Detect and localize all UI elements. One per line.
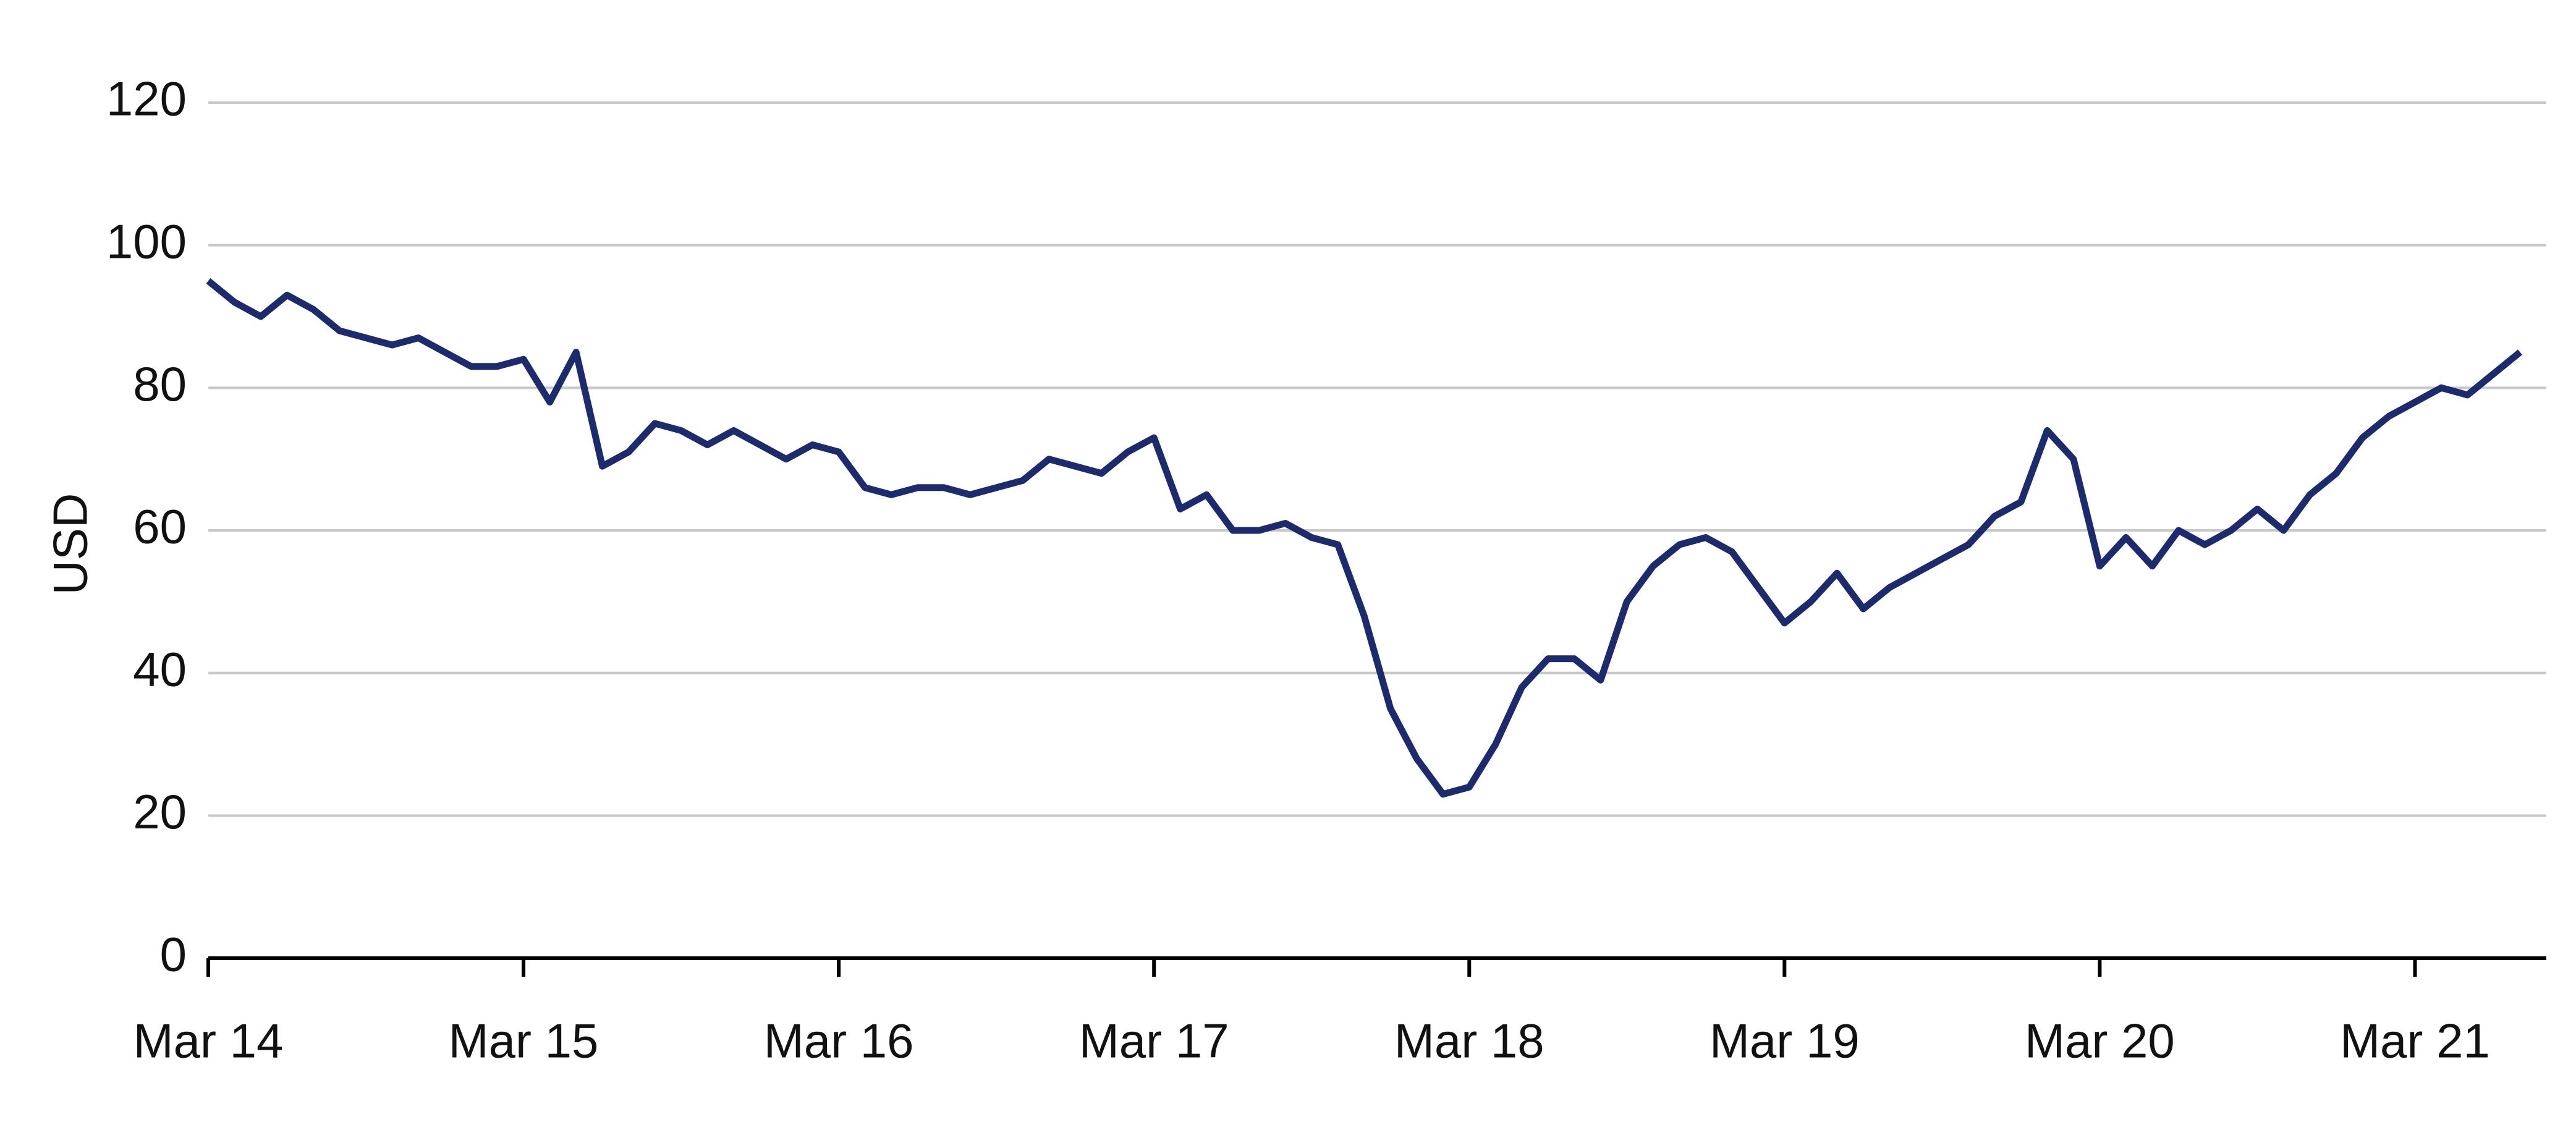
x-tick-label: Mar 15 [449,1014,599,1068]
x-tick-label: Mar 20 [2025,1014,2175,1068]
x-tick-label: Mar 18 [1394,1014,1544,1068]
y-tick-label: 80 [133,357,187,411]
y-axis-label: USD [43,493,98,595]
x-tick-label: Mar 14 [133,1014,284,1068]
price-line [206,278,2522,798]
x-tick-label: Mar 19 [1710,1014,1860,1068]
y-tick-label: 40 [133,642,187,696]
y-tick-label: 20 [133,784,187,839]
x-tick-label: Mar 16 [764,1014,914,1068]
y-tick-label: 120 [106,72,187,126]
x-tick-label: Mar 17 [1079,1014,1229,1068]
y-tick-label: 100 [106,214,187,268]
x-tick-label: Mar 21 [2340,1014,2490,1068]
y-tick-label: 0 [160,927,187,982]
y-tick-label: 60 [133,499,187,554]
